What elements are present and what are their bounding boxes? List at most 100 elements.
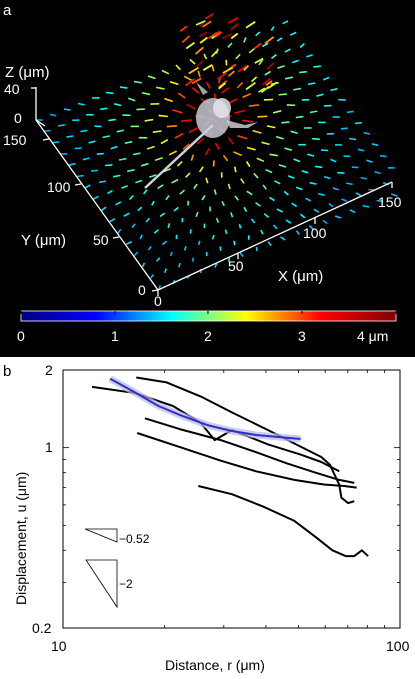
displacement-arrow — [113, 174, 121, 178]
displacement-arrow — [49, 113, 57, 117]
cell-body — [196, 82, 258, 138]
displacement-arrow — [243, 65, 249, 71]
displacement-arrow — [176, 161, 183, 167]
displacement-arrow — [260, 229, 264, 235]
displacement-arrow — [371, 143, 379, 147]
displacement-arrow — [267, 241, 272, 246]
displacement-arrow — [271, 53, 277, 60]
displacement-arrow — [68, 162, 76, 166]
cell-protrusion — [144, 124, 214, 189]
displacement-arrow — [155, 257, 161, 262]
displacement-arrow — [157, 184, 164, 190]
displacement-arrow — [90, 169, 98, 172]
x-tick-100: 100 — [303, 225, 327, 241]
displacement-arrow — [268, 196, 275, 202]
displacement-arrow — [234, 109, 246, 114]
displacement-arrow — [105, 91, 114, 95]
displacement-arrow — [172, 109, 183, 114]
displacement-arrow — [277, 65, 285, 69]
displacement-arrow — [164, 268, 167, 273]
displacement-arrow — [151, 200, 155, 206]
displacement-arrow — [346, 110, 354, 114]
displacement-arrow — [214, 263, 218, 268]
series-line-5 — [198, 485, 369, 558]
displacement-arrow — [290, 31, 297, 36]
displacement-arrow — [139, 234, 143, 240]
displacement-arrow — [215, 217, 220, 223]
displacement-arrow — [189, 58, 196, 65]
displacement-arrow — [101, 206, 107, 212]
displacement-arrow — [266, 125, 276, 129]
displacement-arrow — [390, 193, 398, 197]
panel-b-chart-svg: b 2 1 0.2 10 100 Distance, r (μm) Displa… — [3, 362, 410, 673]
displacement-arrow — [197, 70, 201, 78]
displacement-arrow — [198, 31, 208, 38]
displacement-arrow — [278, 93, 288, 96]
y-tick-2: 2 — [45, 362, 53, 378]
displacement-arrow — [99, 180, 107, 184]
displacement-arrow — [129, 195, 134, 200]
colorbar-tick-3: 3 — [298, 328, 306, 344]
series-line-4 — [136, 432, 357, 489]
displacement-arrow — [140, 162, 149, 167]
displacement-arrow — [305, 197, 311, 202]
displacement-arrow — [240, 178, 245, 184]
displacement-arrow — [88, 140, 96, 144]
displacement-arrow — [63, 108, 71, 111]
displacement-arrow — [275, 135, 284, 140]
displacement-arrow — [316, 93, 324, 97]
displacement-arrow — [202, 64, 213, 71]
displacement-arrow — [253, 172, 259, 179]
displacement-arrow — [228, 70, 235, 77]
displacement-arrow — [108, 118, 116, 122]
displacement-arrow — [261, 141, 270, 146]
displacement-arrow — [237, 64, 248, 73]
displacement-arrow — [100, 107, 108, 111]
displacement-arrow — [309, 110, 318, 114]
displacement-arrow — [218, 80, 228, 88]
displacement-arrow — [141, 262, 146, 268]
displacement-arrow — [66, 135, 74, 138]
colorbar-tick-2: 2 — [204, 328, 212, 344]
displacement-arrow — [332, 187, 339, 191]
displacement-arrow — [255, 31, 261, 37]
displacement-arrow — [322, 219, 328, 225]
displacement-arrow — [149, 174, 157, 178]
displacement-arrow — [199, 36, 208, 44]
axes-frame — [31, 87, 393, 296]
displacement-arrow — [284, 147, 293, 151]
displacement-arrow — [242, 92, 252, 99]
displacement-arrow — [323, 175, 331, 180]
displacement-arrow — [196, 137, 205, 145]
displacement-arrow — [80, 129, 88, 133]
slope-triangle-steep — [85, 559, 118, 609]
displacement-arrow — [250, 76, 258, 83]
colorbar-tick-0: 0 — [17, 328, 25, 344]
displacement-arrow — [341, 198, 348, 202]
displacement-arrow — [265, 168, 273, 174]
displacement-arrow — [254, 57, 264, 64]
displacement-arrow — [245, 81, 256, 91]
displacement-arrow — [234, 195, 239, 201]
displacement-arrow — [185, 172, 191, 178]
displacement-arrow — [123, 212, 130, 217]
panel-a-svg: a Z (μm) — [3, 2, 402, 344]
colorbar-tick-4: 4 μm — [357, 328, 388, 344]
displacement-arrow — [124, 140, 133, 144]
displacement-arrow — [346, 182, 353, 186]
displacement-arrow — [169, 81, 179, 86]
displacement-arrow — [285, 219, 292, 224]
displacement-arrow — [262, 184, 267, 190]
mean-series-line — [109, 377, 301, 440]
displacement-arrow — [119, 86, 128, 89]
displacement-arrow — [224, 229, 228, 235]
displacement-arrow — [188, 127, 198, 134]
displacement-arrow — [250, 218, 256, 224]
displacement-arrow — [180, 119, 193, 122]
displacement-arrow — [227, 137, 235, 145]
displacement-arrow — [227, 16, 239, 24]
colorbar-tick-1: 1 — [111, 328, 119, 344]
displacement-arrow — [270, 26, 275, 31]
displacement-arrow — [213, 30, 221, 37]
displacement-arrow — [171, 178, 179, 184]
